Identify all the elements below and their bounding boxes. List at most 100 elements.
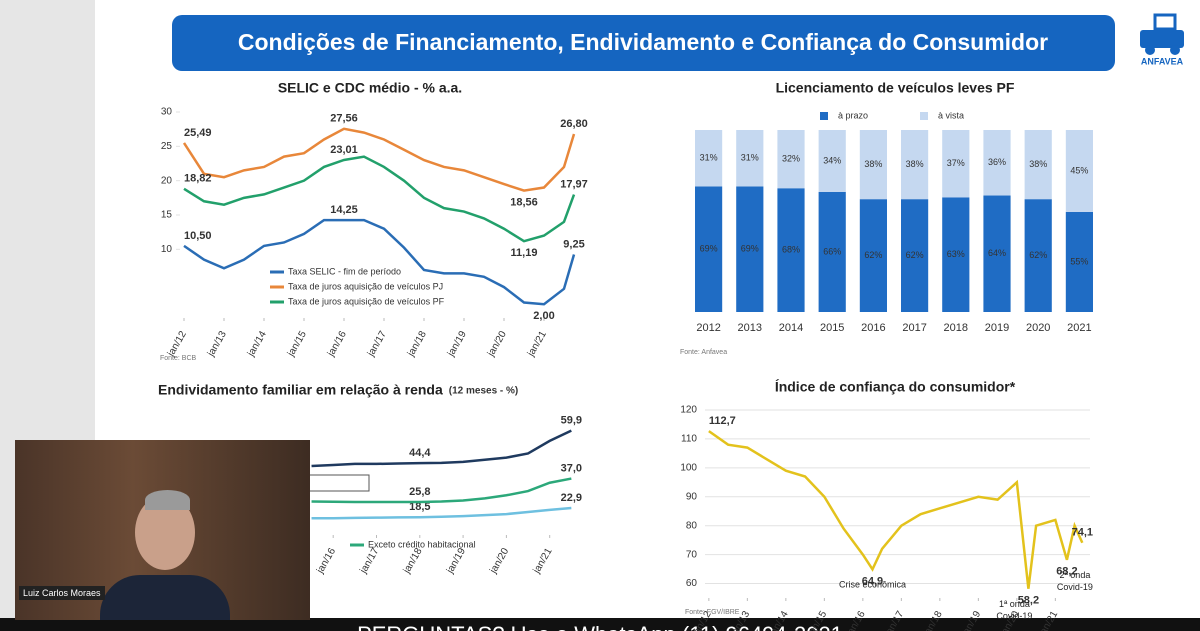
annotation: Crise econômica xyxy=(839,580,906,590)
line-series xyxy=(311,429,572,468)
data-label: 69% xyxy=(741,244,759,254)
source: Fonte: Anfavea xyxy=(680,349,727,356)
bar-segment xyxy=(695,130,723,187)
chart-subtitle: (12 meses - %) xyxy=(449,386,518,397)
data-label: 63% xyxy=(947,249,965,259)
x-tick-label: 2015 xyxy=(820,322,844,334)
data-label: 38% xyxy=(864,159,882,169)
y-tick-label: 100 xyxy=(680,462,697,473)
data-label: 25,8 xyxy=(409,486,430,498)
bar-segment xyxy=(859,199,887,312)
x-tick-label: 2019 xyxy=(985,322,1009,334)
y-tick-label: 110 xyxy=(681,434,697,445)
chart-title: Licenciamento de veículos leves PF xyxy=(776,80,1015,96)
y-tick-label: 120 xyxy=(680,405,697,416)
data-label: 18,82 xyxy=(184,173,212,185)
legend-label: Exceto crédito habitacional xyxy=(368,539,476,549)
ticker-bar xyxy=(0,618,1200,631)
y-tick-label: 25 xyxy=(161,141,173,152)
data-label: 68,2 xyxy=(1056,566,1077,578)
line-series xyxy=(183,155,576,243)
y-tick-label: 70 xyxy=(686,549,698,560)
bar-segment xyxy=(736,130,764,187)
data-label: 58,2 xyxy=(1018,595,1039,607)
data-label: 62% xyxy=(864,250,882,260)
logo xyxy=(1140,13,1184,55)
x-tick-label: 2012 xyxy=(696,322,720,334)
data-label: 68% xyxy=(782,244,800,254)
data-label: 64% xyxy=(988,248,1006,258)
data-label: 38% xyxy=(1029,159,1047,169)
bar-segment xyxy=(1024,130,1052,200)
data-label: 23,01 xyxy=(330,144,358,156)
source: Fonte: BCB xyxy=(160,355,197,362)
data-label: 38% xyxy=(906,159,924,169)
logo-text: ANFAVEA xyxy=(1141,56,1184,66)
data-label: 62% xyxy=(906,250,924,260)
data-label: 11,19 xyxy=(511,247,538,259)
ticker: PERGUNTAS? Use o WhatsApp (11) 96494-202… xyxy=(357,622,843,631)
bar-segment xyxy=(736,186,764,312)
data-label: 9,25 xyxy=(563,238,584,250)
bar-segment xyxy=(901,130,929,200)
data-label: 55% xyxy=(1070,256,1088,266)
data-label: 44,4 xyxy=(409,447,431,459)
bar-segment xyxy=(695,186,723,312)
annotation: Covid-19 xyxy=(996,611,1032,621)
x-tick-label: 2016 xyxy=(861,322,885,334)
data-label: 32% xyxy=(782,153,800,163)
data-label: 62% xyxy=(1029,250,1047,260)
legend-label: à prazo xyxy=(838,110,868,120)
legend-label: Taxa de juros aquisição de veículos PF xyxy=(288,296,445,306)
line-series xyxy=(311,506,572,520)
bar-segment xyxy=(818,191,846,312)
bar-segment xyxy=(942,130,970,198)
data-label: 34% xyxy=(823,155,841,165)
data-label: 45% xyxy=(1070,165,1088,175)
chart-title: Endividamento familiar em relação à rend… xyxy=(158,382,443,398)
data-label: 27,56 xyxy=(330,113,358,125)
bar-segment xyxy=(1065,211,1093,312)
bar-segment xyxy=(777,130,805,189)
bar-segment xyxy=(983,130,1011,196)
data-label: 112,7 xyxy=(709,415,736,427)
annotation: 1ª onda xyxy=(999,599,1030,609)
x-tick-label: 2021 xyxy=(1067,322,1091,334)
bar-segment xyxy=(818,130,846,192)
data-label: 74,1 xyxy=(1072,527,1093,539)
y-tick-label: 10 xyxy=(161,244,173,255)
line-series xyxy=(183,218,576,306)
data-label: 69% xyxy=(700,244,718,254)
data-label: 14,25 xyxy=(330,204,358,216)
bar-segment xyxy=(859,130,887,200)
source: Fonte: FGV/IBRE xyxy=(685,609,740,616)
data-label: 64,9 xyxy=(862,575,883,587)
y-tick-label: 15 xyxy=(161,210,173,221)
data-label: 25,49 xyxy=(184,127,212,139)
x-tick-label: 2018 xyxy=(944,322,968,334)
data-label: 10,50 xyxy=(184,230,212,242)
x-tick-label: 2013 xyxy=(738,322,762,334)
annotation: 2ª onda xyxy=(1059,570,1090,580)
legend-swatch xyxy=(920,112,928,120)
legend-label: Taxa de juros aquisição de veículos PJ xyxy=(288,281,443,291)
x-tick-label: 2017 xyxy=(902,322,926,334)
data-label: 36% xyxy=(988,157,1006,167)
y-tick-label: 30 xyxy=(161,107,173,118)
bar-segment xyxy=(983,195,1011,312)
data-label: 26,80 xyxy=(560,118,588,130)
data-label: 37% xyxy=(947,158,965,168)
chart-title: SELIC e CDC médio - % a.a. xyxy=(278,80,462,96)
data-label: 18,56 xyxy=(510,196,538,208)
bar-segment xyxy=(901,199,929,312)
webcam: Luiz Carlos Moraes xyxy=(15,440,310,620)
bar-segment xyxy=(777,188,805,312)
data-label: 2,00 xyxy=(533,310,554,322)
bar-segment xyxy=(942,197,970,312)
data-label: 18,5 xyxy=(409,501,430,513)
presenter-name: Luiz Carlos Moraes xyxy=(19,586,105,600)
annotation: Covid-19 xyxy=(1057,582,1093,592)
data-label: 37,0 xyxy=(561,462,582,474)
x-tick-label: 2020 xyxy=(1026,322,1050,334)
